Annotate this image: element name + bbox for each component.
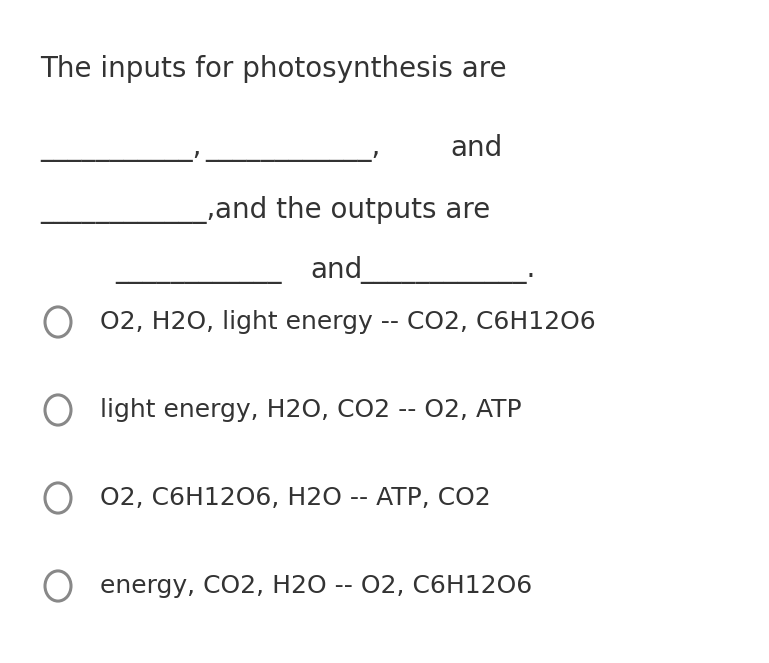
Text: ____________.: ____________. bbox=[360, 256, 535, 284]
Text: The inputs for photosynthesis are: The inputs for photosynthesis are bbox=[40, 55, 507, 83]
Text: O2, C6H12O6, H2O -- ATP, CO2: O2, C6H12O6, H2O -- ATP, CO2 bbox=[100, 486, 491, 510]
Text: and: and bbox=[310, 256, 362, 284]
Text: light energy, H2O, CO2 -- O2, ATP: light energy, H2O, CO2 -- O2, ATP bbox=[100, 398, 521, 422]
Text: energy, CO2, H2O -- O2, C6H12O6: energy, CO2, H2O -- O2, C6H12O6 bbox=[100, 574, 532, 598]
Text: ___________,: ___________, bbox=[40, 134, 201, 162]
Text: ____________: ____________ bbox=[115, 256, 281, 284]
Text: ____________,: ____________, bbox=[205, 134, 381, 162]
Text: and: and bbox=[450, 134, 502, 162]
Text: O2, H2O, light energy -- CO2, C6H12O6: O2, H2O, light energy -- CO2, C6H12O6 bbox=[100, 310, 596, 334]
Text: and the outputs are: and the outputs are bbox=[215, 196, 491, 224]
Text: ____________,: ____________, bbox=[40, 196, 215, 224]
